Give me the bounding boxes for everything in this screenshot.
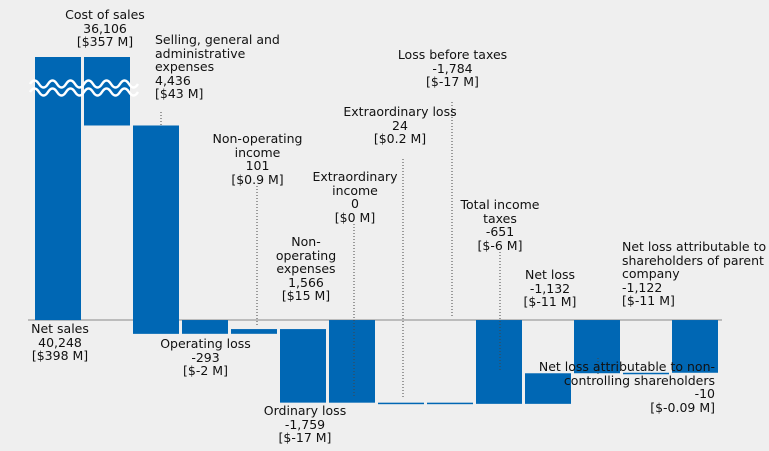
category-label: Extraordinary income [312,169,398,198]
value-label: 36,106 [83,20,127,36]
category-label: Net sales [31,321,89,336]
bar [329,320,375,403]
value-label: -1,759 [284,416,326,432]
bar [280,329,326,403]
bar [231,329,277,334]
value-label: 24 [392,117,408,133]
value-label: 0 [351,196,359,211]
category-label: Non-operating income [212,131,303,160]
value-label: 40,248 [38,334,82,350]
bar [525,373,571,404]
bar-label: Net loss attributable to non-controlling… [505,360,715,414]
category-label: Extraordinary loss [343,104,457,119]
bar-label: Extraordinary income 0 [$0 M] [300,170,410,224]
value-label: [$-11 M] [523,294,577,309]
value-label: 4,436 [155,72,191,88]
bar [182,320,228,334]
value-label: -1,122 [622,279,663,295]
bar-label: Net loss attributable to shareholders of… [622,240,767,308]
value-label: [$43 M] [155,86,204,101]
bar [574,320,620,374]
bar [476,320,522,404]
bar-label: Extraordinary loss 24 [$0.2 M] [340,105,460,146]
value-label: [$0 M] [334,209,376,225]
value-label: [$357 M] [76,34,134,49]
bar-label: Net loss -1,132 [$-11 M] [495,268,605,309]
bar-label: Net sales 40,248 [$398 M] [10,322,110,363]
value-label: -1,784 [432,60,473,76]
value-label: 1,566 [288,274,324,290]
bar [378,402,424,405]
category-label: Cost of sales [65,7,145,22]
bar-label: Non-operating expenses 1,566 [$15 M] [270,235,342,303]
bar [672,320,718,373]
category-label: Total income taxes [460,197,540,226]
category-label: Net loss attributable to non-controlling… [538,359,715,388]
bar [133,125,179,334]
category-label: Operating loss [160,336,251,351]
axis-break [28,87,140,97]
value-label: -10 [694,386,715,401]
bar [427,402,473,405]
value-label: [$0.9 M] [231,171,284,187]
bar [623,372,669,375]
bar-label: Operating loss -293 [$-2 M] [148,337,263,378]
value-label: -293 [191,349,220,365]
bar-label: Total income taxes -651 [$-6 M] [445,198,555,252]
category-label: Net loss [524,267,576,282]
bar-label: Selling, general and administrative expe… [155,33,305,101]
bar-label: Non-operating income 101 [$0.9 M] [195,132,320,186]
value-label: -1,132 [529,280,571,296]
value-label: 101 [245,158,270,173]
category-label: Selling, general and administrative expe… [155,32,280,74]
bar-label: Ordinary loss -1,759 [$-17 M] [250,404,360,445]
category-label: Loss before taxes [397,47,508,62]
value-label: [$15 M] [281,288,331,303]
bar [35,57,81,321]
value-label: [$-0.09 M] [650,399,715,415]
value-label: [$0.2 M] [373,131,427,146]
axis-break [28,79,140,89]
value-label: [$-17 M] [426,74,479,89]
value-label: [$-17 M] [278,430,332,445]
category-label: Net loss attributable to shareholders of… [622,239,767,281]
bar-label: Cost of sales 36,106 [$357 M] [55,8,155,49]
value-label: [$-11 M] [622,293,675,308]
value-label: -651 [485,224,515,239]
category-label: Ordinary loss [263,403,347,418]
category-label: Non-operating expenses [275,234,337,276]
value-label: [$-6 M] [477,237,523,253]
value-label: [$398 M] [31,348,89,363]
bar-label: Loss before taxes -1,784 [$-17 M] [385,48,520,89]
value-label: [$-2 M] [183,363,228,378]
